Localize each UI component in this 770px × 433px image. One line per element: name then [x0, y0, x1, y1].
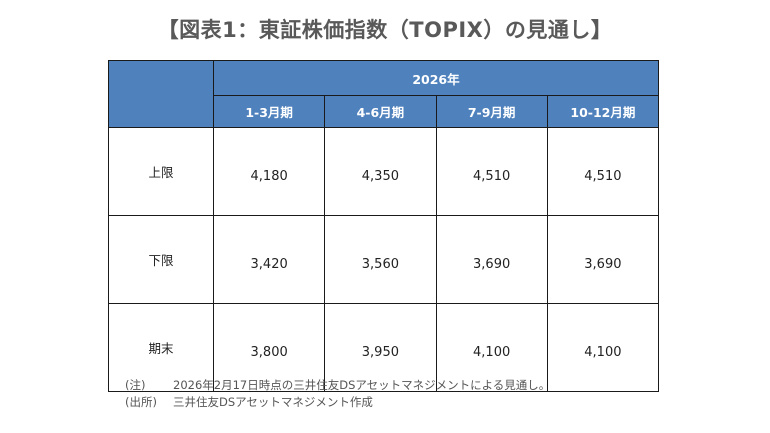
table-cell: 4,180 — [212, 127, 326, 216]
table-cell: 3,950 — [324, 303, 437, 392]
column-header: 10-12月期 — [546, 95, 660, 128]
footnotes: (注) 2026年2月17日時点の三井住友DSアセットマネジメントによる見通し。 … — [125, 377, 550, 411]
note-text: 2026年2月17日時点の三井住友DSアセットマネジメントによる見通し。 — [173, 378, 551, 392]
source-text: 三井住友DSアセットマネジメント作成 — [173, 395, 373, 409]
figure-title: 【図表1：東証株価指数（TOPIX）の見通し】 — [157, 18, 613, 42]
table-row-lower: 下限 3,420 3,560 3,690 3,690 — [108, 215, 660, 304]
note-line: (注) 2026年2月17日時点の三井住友DSアセットマネジメントによる見通し。 — [125, 377, 550, 394]
source-line: (出所) 三井住友DSアセットマネジメント作成 — [125, 394, 550, 411]
row-label: 期末 — [108, 303, 214, 392]
table-cell: 4,510 — [546, 127, 660, 216]
column-header: 1-3月期 — [212, 95, 326, 128]
table-cell: 4,100 — [435, 303, 548, 392]
column-header: 7-9月期 — [435, 95, 548, 128]
table-cell: 4,350 — [324, 127, 437, 216]
row-label: 上限 — [108, 127, 214, 216]
year-header: 2026年 — [213, 60, 659, 96]
table-cell: 3,420 — [212, 215, 326, 304]
table-cell: 4,510 — [435, 127, 548, 216]
row-label: 下限 — [108, 215, 214, 304]
table-cell: 3,800 — [212, 303, 326, 392]
table-cell: 4,100 — [546, 303, 660, 392]
column-header: 4-6月期 — [324, 95, 437, 128]
table-row-upper: 上限 4,180 4,350 4,510 4,510 — [108, 127, 660, 216]
source-key: (出所) — [125, 395, 157, 409]
topix-forecast-table: 2026年 1-3月期 4-6月期 7-9月期 10-12月期 上限 4,180… — [108, 60, 660, 392]
table-cell: 3,560 — [324, 215, 437, 304]
table-cell: 3,690 — [435, 215, 548, 304]
corner-header-cell — [108, 60, 214, 128]
header-row-quarters: 1-3月期 4-6月期 7-9月期 10-12月期 — [109, 95, 660, 128]
table-cell: 3,690 — [546, 215, 660, 304]
note-key: (注) — [125, 378, 146, 392]
header-row-year: 2026年 — [108, 60, 659, 128]
table-row-period-end: 期末 3,800 3,950 4,100 4,100 — [108, 303, 660, 392]
